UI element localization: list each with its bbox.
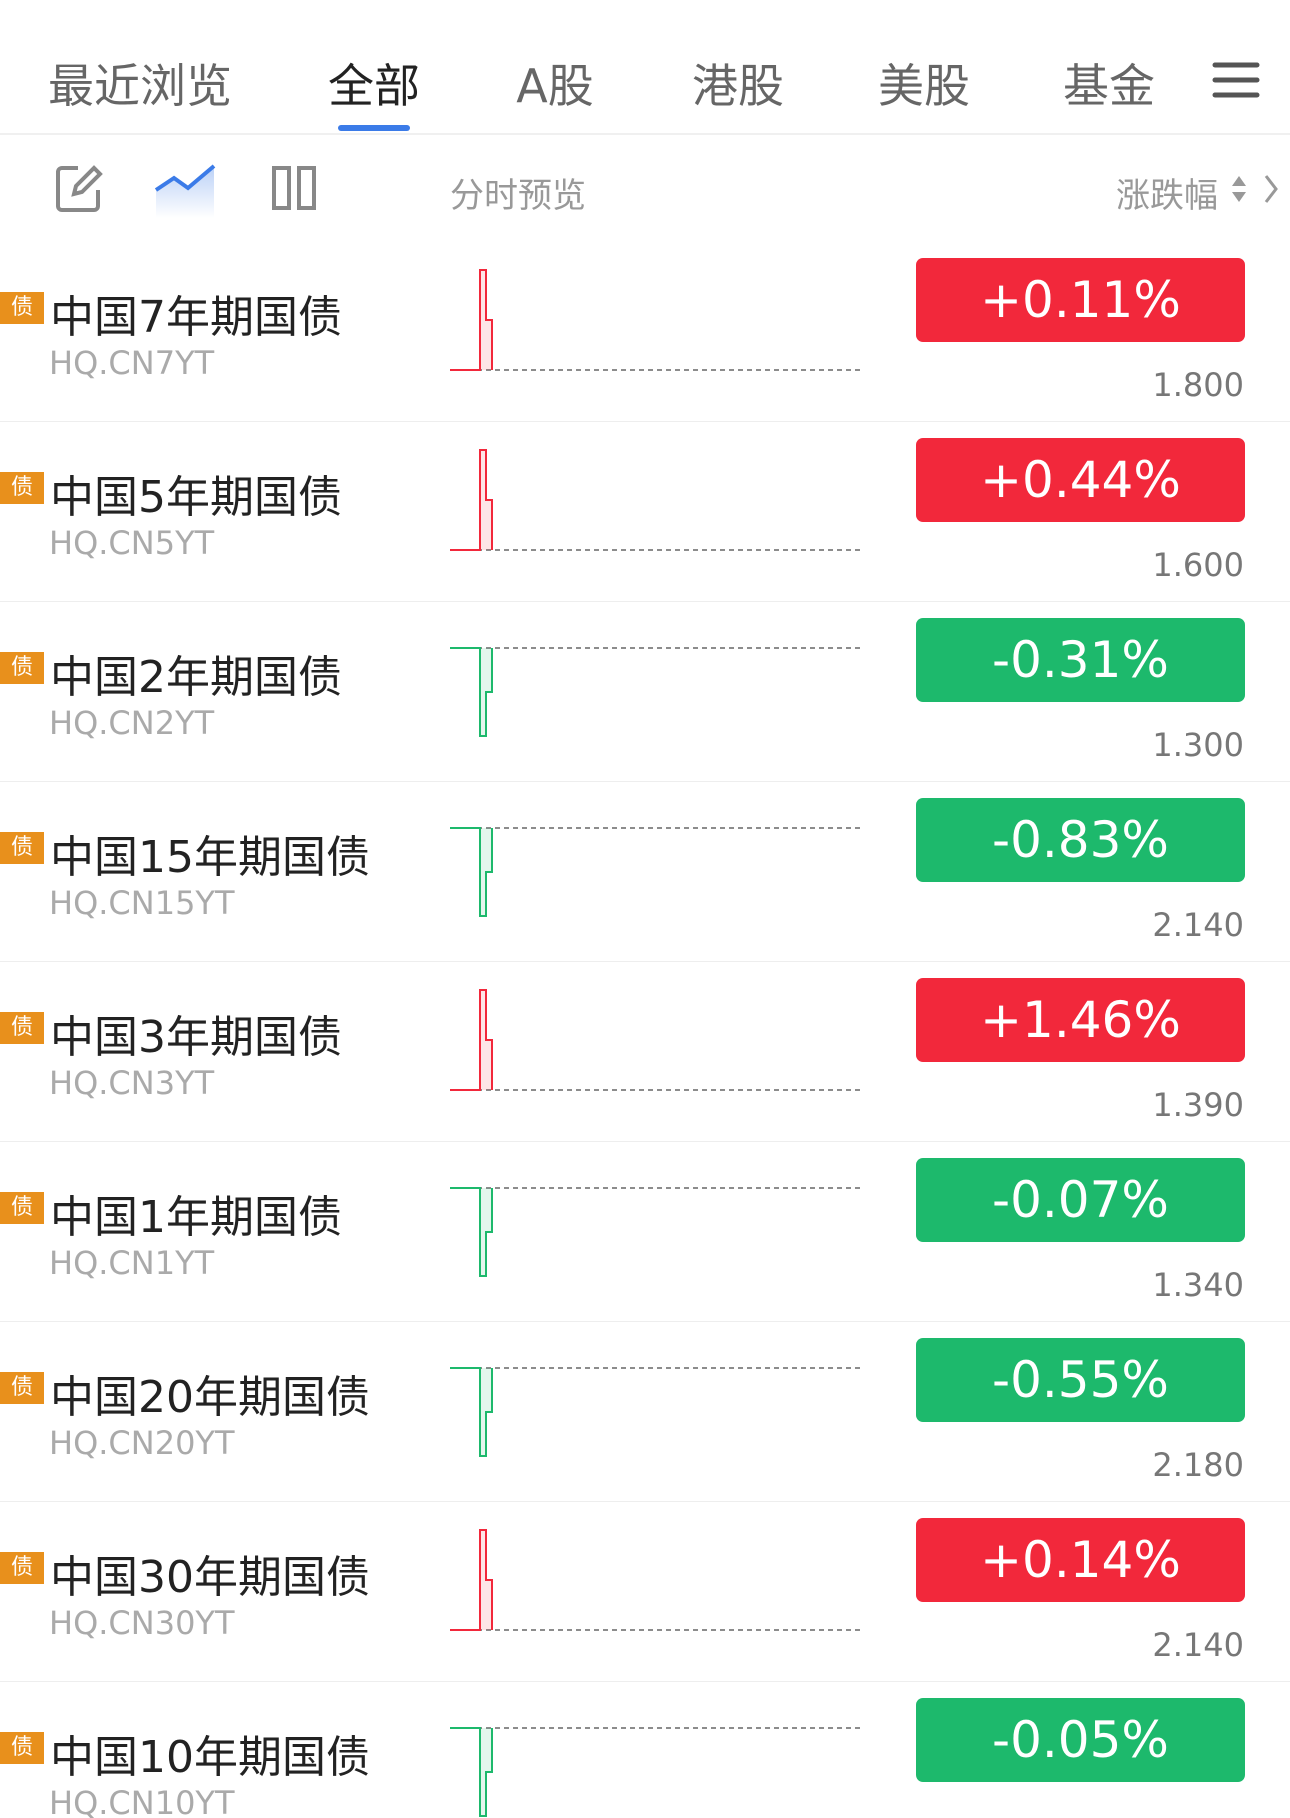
price: 1.390 <box>1152 1086 1244 1124</box>
list-row[interactable]: 债中国1年期国债 HQ.CN1YT -0.07% 1.340 <box>0 1141 1290 1322</box>
type-badge: 债 <box>0 1732 44 1764</box>
tab[interactable]: 美股 <box>878 59 970 113</box>
sort-arrows[interactable] <box>1230 172 1286 206</box>
change-pill: -0.83% <box>916 798 1245 882</box>
bond-name: 中国1年期国债 <box>50 1192 342 1243</box>
list-row[interactable]: 债中国2年期国债 HQ.CN2YT -0.31% 1.300 <box>0 601 1290 782</box>
change-pill: +0.11% <box>916 258 1245 342</box>
sparkline <box>450 1187 864 1277</box>
change-pill: +1.46% <box>916 978 1245 1062</box>
bond-name: 中国30年期国债 <box>50 1552 370 1603</box>
sparkline <box>450 449 864 551</box>
type-badge: 债 <box>0 1192 44 1224</box>
sparkline <box>450 269 864 371</box>
bond-code: HQ.CN7YT <box>49 344 215 382</box>
bond-code: HQ.CN30YT <box>49 1604 235 1642</box>
sparkline <box>450 1727 864 1817</box>
bond-code: HQ.CN15YT <box>49 884 235 922</box>
tab[interactable]: 最近浏览 <box>48 59 232 113</box>
tab[interactable]: 港股 <box>692 59 784 113</box>
preview-label: 分时预览 <box>450 176 586 216</box>
tab[interactable]: 基金 <box>1063 59 1155 113</box>
list-row[interactable]: 债中国10年期国债 HQ.CN10YT -0.05% <box>0 1681 1290 1818</box>
bond-name: 中国2年期国债 <box>50 652 342 703</box>
change-pill: -0.31% <box>916 618 1245 702</box>
type-badge: 债 <box>0 1552 44 1584</box>
bond-name: 中国3年期国债 <box>50 1012 342 1063</box>
bond-name: 中国7年期国债 <box>50 292 342 343</box>
type-badge: 债 <box>0 1372 44 1404</box>
type-badge: 债 <box>0 472 44 504</box>
type-badge: 债 <box>0 832 44 864</box>
list-row[interactable]: 债中国7年期国债 HQ.CN7YT +0.11% 1.800 <box>0 241 1290 422</box>
price: 1.600 <box>1152 546 1244 584</box>
change-pill: +0.44% <box>916 438 1245 522</box>
list-row[interactable]: 债中国30年期国债 HQ.CN30YT +0.14% 2.140 <box>0 1501 1290 1682</box>
bond-code: HQ.CN10YT <box>49 1784 235 1818</box>
price: 2.140 <box>1152 906 1244 944</box>
menu-icon[interactable] <box>1212 60 1260 100</box>
bond-code: HQ.CN5YT <box>49 524 215 562</box>
tab[interactable]: A股 <box>516 59 594 113</box>
bond-code: HQ.CN20YT <box>49 1424 235 1462</box>
list-row[interactable]: 债中国20年期国债 HQ.CN20YT -0.55% 2.180 <box>0 1321 1290 1502</box>
bond-code: HQ.CN3YT <box>49 1064 215 1102</box>
tab[interactable]: 全部 <box>328 59 420 113</box>
type-badge: 债 <box>0 1012 44 1044</box>
price: 2.140 <box>1152 1626 1244 1664</box>
price: 1.340 <box>1152 1266 1244 1304</box>
type-badge: 债 <box>0 652 44 684</box>
bond-name: 中国10年期国债 <box>50 1732 370 1783</box>
bond-name: 中国5年期国债 <box>50 472 342 523</box>
bond-code: HQ.CN1YT <box>49 1244 215 1282</box>
edit-icon[interactable] <box>54 164 104 214</box>
sparkline <box>450 1529 864 1631</box>
bond-name: 中国20年期国债 <box>50 1372 370 1423</box>
list-row[interactable]: 债中国3年期国债 HQ.CN3YT +1.46% 1.390 <box>0 961 1290 1142</box>
bond-name: 中国15年期国债 <box>50 832 370 883</box>
bond-code: HQ.CN2YT <box>49 704 215 742</box>
sparkline <box>450 827 864 917</box>
price: 2.180 <box>1152 1446 1244 1484</box>
list-row[interactable]: 债中国5年期国债 HQ.CN5YT +0.44% 1.600 <box>0 421 1290 602</box>
change-pill: +0.14% <box>916 1518 1245 1602</box>
type-badge: 债 <box>0 292 44 324</box>
change-pill: -0.55% <box>916 1338 1245 1422</box>
change-pill: -0.05% <box>916 1698 1245 1782</box>
active-indicator <box>338 125 410 131</box>
change-pill: -0.07% <box>916 1158 1245 1242</box>
sparkline <box>450 647 864 737</box>
columns-icon[interactable] <box>272 166 316 210</box>
sparkline <box>450 1367 864 1457</box>
chart-icon[interactable] <box>154 160 218 220</box>
price: 1.300 <box>1152 726 1244 764</box>
list-row[interactable]: 债中国15年期国债 HQ.CN15YT -0.83% 2.140 <box>0 781 1290 962</box>
price: 1.800 <box>1152 366 1244 404</box>
divider <box>0 133 1290 135</box>
sort-label[interactable]: 涨跌幅 <box>1116 176 1218 216</box>
sparkline <box>450 989 864 1091</box>
